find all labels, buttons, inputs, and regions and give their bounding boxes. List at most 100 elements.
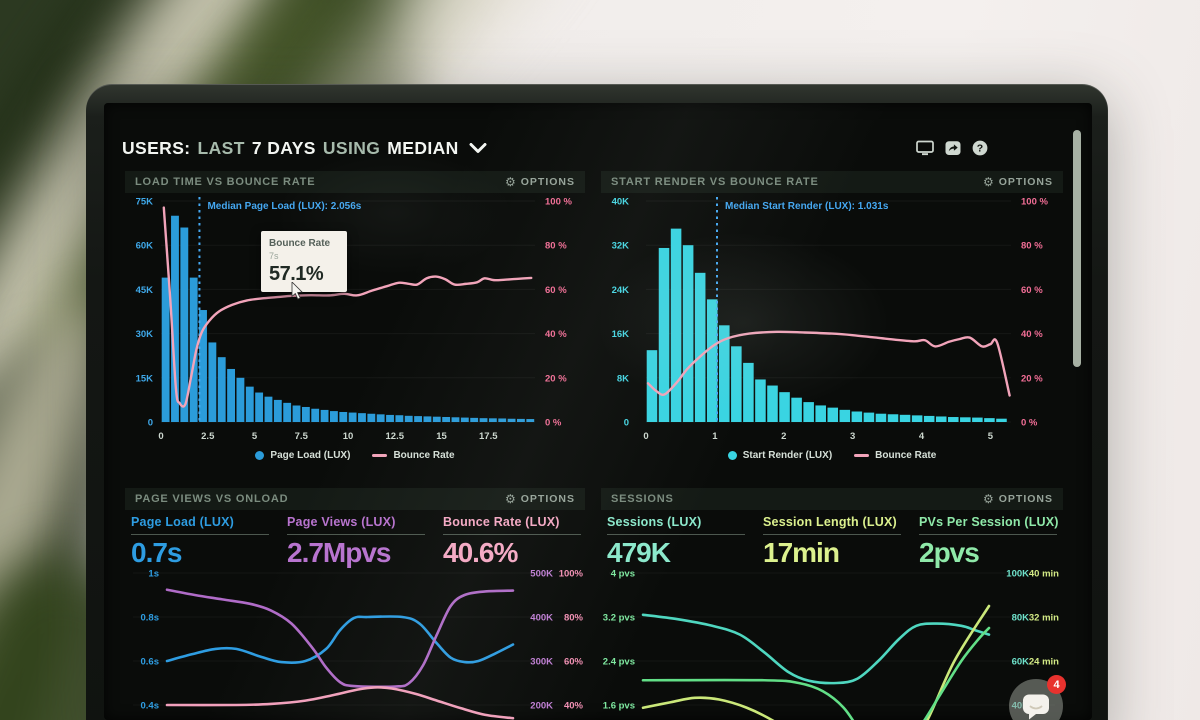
options-button[interactable]: ⚙ OPTIONS (504, 492, 575, 506)
svg-text:2.4 pvs: 2.4 pvs (603, 657, 635, 668)
panel-load-time: LOAD TIME VS BOUNCE RATE ⚙ OPTIONS 75K 10… (125, 171, 585, 467)
metric-bounce-rate: Bounce Rate (LUX) 40.6% (443, 515, 585, 567)
legend-dot (727, 450, 737, 460)
svg-text:60K: 60K (1012, 657, 1030, 668)
dashboard-screen: USERS: LAST 7 DAYS USING MEDIAN (104, 103, 1092, 720)
dashboard-header: USERS: LAST 7 DAYS USING MEDIAN (122, 130, 1066, 166)
svg-text:2.5: 2.5 (201, 431, 215, 442)
svg-text:80 %: 80 % (1021, 241, 1043, 252)
aggregation-label: MEDIAN (387, 137, 459, 158)
svg-text:100 %: 100 % (1021, 197, 1048, 208)
help-icon[interactable]: ? (972, 140, 988, 156)
hover-tooltip: Bounce Rate 7s 57.1% (261, 231, 347, 292)
svg-text:60K: 60K (136, 241, 154, 252)
svg-text:10: 10 (343, 431, 354, 442)
panel-header: SESSIONS ⚙ OPTIONS (601, 488, 1063, 510)
svg-text:?: ? (977, 143, 983, 155)
svg-text:80 %: 80 % (545, 241, 567, 252)
options-button[interactable]: ⚙ OPTIONS (504, 175, 575, 189)
svg-text:40 min: 40 min (1029, 569, 1059, 580)
panel-header: LOAD TIME VS BOUNCE RATE ⚙ OPTIONS (125, 171, 585, 193)
using-word: USING (322, 137, 381, 158)
legend-line (372, 453, 388, 457)
svg-text:0.6s: 0.6s (141, 657, 160, 668)
panel-title: LOAD TIME VS BOUNCE RATE (135, 176, 316, 188)
metric-session-length: Session Length (LUX) 17min (763, 515, 919, 567)
timeframe-dropdown[interactable]: USERS: LAST 7 DAYS USING MEDIAN (122, 138, 487, 159)
panel-page-views: PAGE VIEWS VS ONLOAD ⚙ OPTIONS Page Load… (125, 488, 585, 720)
panel-header: START RENDER VS BOUNCE RATE ⚙ OPTIONS (601, 171, 1063, 193)
svg-text:40%: 40% (564, 701, 584, 712)
svg-text:4: 4 (919, 431, 925, 442)
range-word: LAST (197, 137, 245, 158)
metric-page-load: Page Load (LUX) 0.7s (131, 515, 287, 567)
chart-legend: Start Render (LUX) Bounce Rate (601, 445, 1063, 465)
gear-icon: ⚙ (982, 492, 995, 506)
metric-page-views: Page Views (LUX) 2.7Mpvs (287, 515, 443, 567)
svg-text:200K: 200K (530, 701, 553, 712)
svg-text:0 %: 0 % (1021, 418, 1038, 429)
svg-text:7.5: 7.5 (295, 431, 309, 442)
svg-text:0: 0 (148, 418, 153, 429)
options-button[interactable]: ⚙ OPTIONS (982, 175, 1053, 189)
svg-text:20 %: 20 % (545, 373, 567, 384)
svg-text:0.4s: 0.4s (141, 701, 160, 712)
options-button[interactable]: ⚙ OPTIONS (982, 492, 1053, 506)
svg-text:32K: 32K (612, 241, 630, 252)
svg-text:0.8s: 0.8s (141, 613, 160, 624)
svg-text:Median Start Render (LUX): 1.0: Median Start Render (LUX): 1.031s (725, 201, 889, 212)
gear-icon: ⚙ (982, 175, 995, 189)
svg-text:100%: 100% (559, 569, 584, 580)
svg-text:16K: 16K (612, 329, 630, 340)
svg-text:0: 0 (643, 431, 648, 442)
svg-text:4 pvs: 4 pvs (611, 569, 635, 580)
svg-text:24K: 24K (612, 285, 630, 296)
metric-row: Sessions (LUX) 479K Session Length (LUX)… (601, 510, 1063, 567)
gear-icon: ⚙ (504, 492, 517, 506)
metric-sessions: Sessions (LUX) 479K (607, 515, 763, 567)
svg-text:40 %: 40 % (1021, 329, 1043, 340)
svg-text:80K: 80K (1012, 613, 1030, 624)
svg-text:8K: 8K (617, 373, 629, 384)
svg-text:0: 0 (624, 418, 629, 429)
svg-text:5: 5 (988, 431, 994, 442)
svg-text:24 min: 24 min (1029, 657, 1059, 668)
chat-widget[interactable]: 4 (1009, 675, 1066, 720)
svg-text:400K: 400K (530, 613, 553, 624)
svg-text:80%: 80% (564, 613, 584, 624)
laptop-frame: USERS: LAST 7 DAYS USING MEDIAN (86, 84, 1108, 720)
svg-text:0: 0 (158, 431, 163, 442)
svg-text:3.2 pvs: 3.2 pvs (603, 613, 635, 624)
svg-text:0 %: 0 % (545, 418, 562, 429)
svg-text:17.5: 17.5 (479, 431, 498, 442)
monitor-icon[interactable] (916, 140, 934, 156)
sessions-line-chart[interactable]: 4 pvs 100K 40 min 3.2 pvs 80K 32 min 2.4 pvs 60… (601, 562, 1063, 720)
svg-text:32 min: 32 min (1029, 613, 1059, 624)
svg-text:15: 15 (436, 431, 447, 442)
svg-text:12.5: 12.5 (386, 431, 405, 442)
users-label: USERS: (122, 137, 191, 158)
panel-header: PAGE VIEWS VS ONLOAD ⚙ OPTIONS (125, 488, 585, 510)
chat-bubble-icon (1023, 694, 1049, 719)
gear-icon: ⚙ (504, 175, 517, 189)
legend-dot (255, 450, 265, 460)
load-time-histogram[interactable]: 75K 100 % 60K 80 % 45K 60 % 30K 40 % 15K 20 % 0 0 %… (125, 193, 585, 445)
svg-text:15K: 15K (136, 373, 154, 384)
start-render-histogram[interactable]: 40K 100 % 32K 80 % 24K 60 % 16K 40 % 8K 20 % 0 0 % 0… (601, 193, 1063, 445)
svg-text:60 %: 60 % (545, 285, 567, 296)
scrollbar[interactable] (1073, 130, 1081, 367)
svg-text:100K: 100K (1006, 569, 1029, 580)
panel-start-render: START RENDER VS BOUNCE RATE ⚙ OPTIONS 40… (601, 171, 1063, 467)
svg-text:3: 3 (850, 431, 855, 442)
range-days: 7 DAYS (251, 137, 316, 158)
legend-line (854, 453, 870, 457)
page-views-line-chart[interactable]: 1s 500K 100% 0.8s 400K 80% 0.6s 300K 60% 0.4s 200K… (125, 562, 585, 720)
svg-text:40K: 40K (612, 197, 630, 208)
svg-text:75K: 75K (136, 197, 154, 208)
share-icon[interactable] (945, 140, 961, 156)
svg-text:1: 1 (712, 431, 718, 442)
chat-unread-badge: 4 (1047, 675, 1066, 694)
svg-text:1.6 pvs: 1.6 pvs (603, 701, 635, 712)
chart-legend: Page Load (LUX) Bounce Rate (125, 445, 585, 465)
metric-row: Page Load (LUX) 0.7s Page Views (LUX) 2.… (125, 510, 585, 567)
